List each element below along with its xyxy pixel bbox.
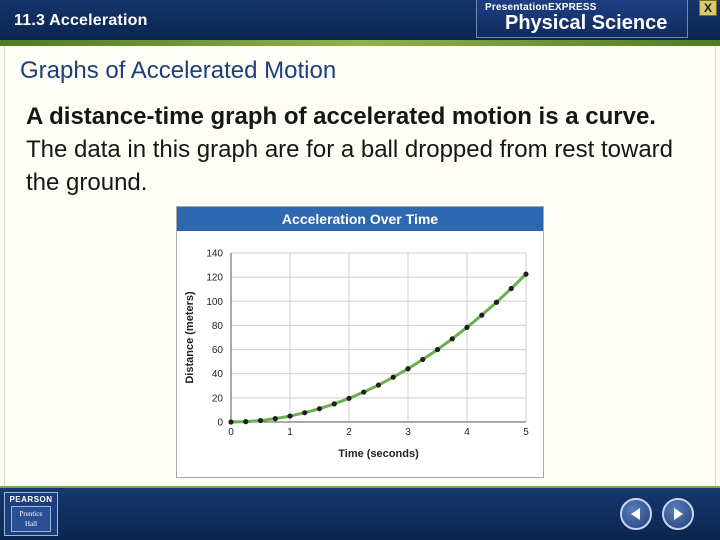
data-point-13 [420,356,426,363]
data-point-0 [228,419,234,425]
body-paragraph: A distance-time graph of accelerated mot… [26,100,686,199]
data-point-11 [390,374,396,380]
brand-small-text: PresentationEXPRESS [485,2,597,13]
y-tick-label-6: 120 [206,273,223,284]
data-point-2 [257,417,264,424]
data-point-8 [346,395,352,401]
y-tick-label-2: 40 [212,369,224,380]
y-tick-label-1: 20 [212,393,224,404]
y-tick-label-4: 80 [212,321,224,332]
x-tick-label-1: 1 [287,427,293,438]
data-point-5 [302,410,308,416]
data-point-10 [375,382,382,388]
chart: Acceleration Over Time 0 1 2 3 4 5 0 20 40 60 80 10… [176,206,544,478]
bottom-accent-stripe [0,486,720,489]
data-point-18 [493,299,500,305]
prev-arrow-icon [631,508,640,520]
chart-header: Acceleration Over Time [177,207,543,231]
brand-title: Physical Science [505,12,668,34]
pearson-logo: PEARSON Prentice Hall [4,492,58,536]
x-axis-label: Time (seconds) [338,448,419,460]
top-accent-stripe [0,40,720,46]
data-point-1 [243,419,249,425]
body-plain-text: The data in this graph are for a ball dr… [26,136,674,196]
logo-line-1: Prentice [19,510,43,518]
x-tick-label-4: 4 [464,427,470,438]
close-button[interactable]: X [699,0,717,16]
previous-slide-button[interactable] [620,498,652,530]
body-bold-text: A distance-time graph of accelerated mot… [26,103,656,130]
data-point-15 [449,336,455,342]
data-point-3 [272,416,278,422]
logo-prentice-hall: Prentice Hall [11,506,51,532]
chart-plot: 0 1 2 3 4 5 0 20 40 60 80 100 120 140 Time (seconds) Di… [184,249,529,461]
data-point-7 [331,401,337,407]
data-point-6 [316,406,323,412]
data-point-20 [523,271,529,277]
logo-line-2: Hall [24,520,38,528]
y-tick-label-7: 140 [206,249,223,260]
top-bar: 11.3 Acceleration PresentationEXPRESS Ph… [0,0,720,40]
x-tick-label-5: 5 [523,427,529,438]
data-point-9 [361,389,367,395]
y-axis-label: Distance (meters) [184,291,196,384]
data-point-4 [287,413,293,419]
data-point-19 [508,285,514,292]
x-tick-label-3: 3 [405,427,411,438]
x-tick-label-2: 2 [346,427,352,438]
y-tick-label-5: 100 [206,297,223,308]
x-tick-label-0: 0 [228,427,234,438]
data-point-17 [479,312,485,318]
slide-heading: Graphs of Accelerated Motion [20,57,337,84]
bottom-bar [0,488,720,540]
next-arrow-icon [674,508,683,520]
section-title: 11.3 Acceleration [14,12,148,29]
series-line-0 [230,273,528,424]
brand-logo: PresentationEXPRESS Physical Science [476,0,688,38]
logo-pearson-text: PEARSON [9,495,53,504]
chart-title: Acceleration Over Time [281,211,439,227]
next-slide-button[interactable] [662,498,694,530]
data-point-14 [434,346,441,353]
data-point-12 [405,366,411,372]
data-point-16 [464,324,470,330]
y-tick-label-3: 60 [212,345,224,356]
y-tick-label-0: 0 [217,418,223,429]
